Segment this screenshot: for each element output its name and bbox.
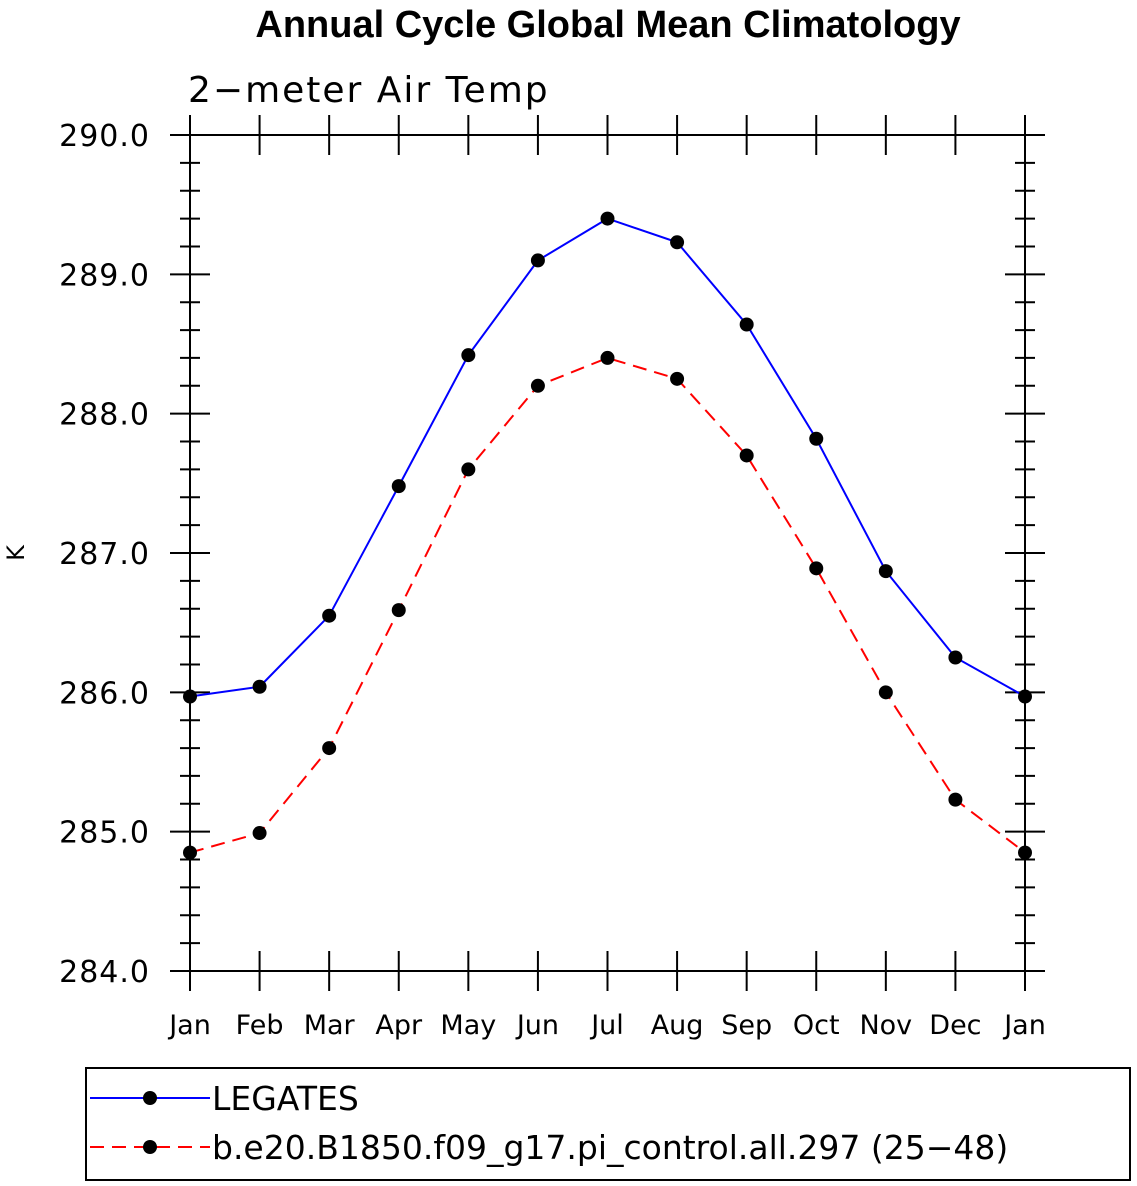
legend-box — [85, 1067, 1131, 1181]
x-tick-label: May — [440, 1010, 496, 1041]
x-tick-label: Nov — [859, 1010, 912, 1041]
x-tick-label: Feb — [236, 1010, 284, 1041]
y-tick-label: 287.0 — [59, 537, 150, 572]
y-axis-label: K — [2, 544, 30, 561]
chart-subtitle: 2−meter Air Temp — [188, 70, 550, 111]
data-point — [183, 845, 197, 860]
plot-frame — [189, 134, 1026, 972]
legend-marker — [143, 1140, 157, 1154]
x-tick-label: Jan — [167, 1010, 211, 1041]
x-tick-label: Apr — [375, 1010, 423, 1041]
data-point — [530, 378, 545, 393]
x-tick-label: Aug — [651, 1010, 704, 1041]
y-tick-label: 285.0 — [59, 816, 150, 851]
series-1 — [183, 211, 1032, 704]
data-point — [252, 679, 267, 694]
plot-axes: 284.0 285.0 286.0 287.0 288.0 289.0 290.0 Jan Fe… — [59, 115, 1046, 1041]
data-point — [878, 564, 893, 579]
data-point — [878, 685, 893, 700]
data-point — [809, 431, 824, 446]
x-tick-label: Oct — [793, 1010, 840, 1041]
data-point — [600, 350, 615, 365]
x-tick-label: Jul — [589, 1010, 624, 1041]
data-point — [322, 741, 337, 756]
legend-label: b.e20.B1850.f09_g17.pi_control.all.297 (… — [212, 1128, 1008, 1167]
y-tick-label: 284.0 — [59, 955, 150, 990]
data-point — [461, 462, 476, 477]
data-point — [322, 608, 337, 623]
y-tick-label: 289.0 — [59, 258, 150, 293]
y-tick-label: 286.0 — [59, 676, 150, 711]
data-point — [391, 479, 406, 494]
series-layer — [183, 211, 1032, 860]
data-point — [948, 650, 963, 665]
data-point — [1018, 689, 1032, 704]
x-tick-label: Mar — [304, 1010, 356, 1041]
legend-entry-2: b.e20.B1850.f09_g17.pi_control.all.297 (… — [90, 1128, 1008, 1167]
data-point — [670, 371, 685, 386]
legend-entry-1: LEGATES — [90, 1079, 359, 1118]
data-point — [670, 235, 685, 250]
x-tick-label: Sep — [721, 1010, 772, 1041]
series-line — [189, 356, 1026, 854]
data-point — [739, 317, 754, 332]
series-2 — [183, 350, 1032, 860]
x-tick-label: Jun — [515, 1010, 559, 1041]
data-point — [461, 348, 476, 363]
legend-marker — [143, 1091, 157, 1105]
x-tick-label: Dec — [929, 1010, 981, 1041]
data-point — [391, 603, 406, 618]
data-point — [739, 448, 754, 463]
data-point — [809, 561, 824, 576]
y-tick-label: 288.0 — [59, 398, 150, 433]
data-point — [252, 826, 267, 841]
y-tick-label: 290.0 — [59, 119, 150, 154]
data-point — [948, 792, 963, 807]
data-point — [600, 211, 615, 226]
x-tick-label: Jan — [1002, 1010, 1046, 1041]
legend-label: LEGATES — [212, 1079, 359, 1118]
data-point — [1018, 845, 1032, 860]
data-point — [183, 689, 197, 704]
legend: LEGATES b.e20.B1850.f09_g17.pi_control.al… — [85, 1067, 1131, 1181]
chart-title: Annual Cycle Global Mean Climatology — [255, 4, 960, 46]
series-line — [189, 217, 1026, 698]
data-point — [530, 253, 545, 268]
